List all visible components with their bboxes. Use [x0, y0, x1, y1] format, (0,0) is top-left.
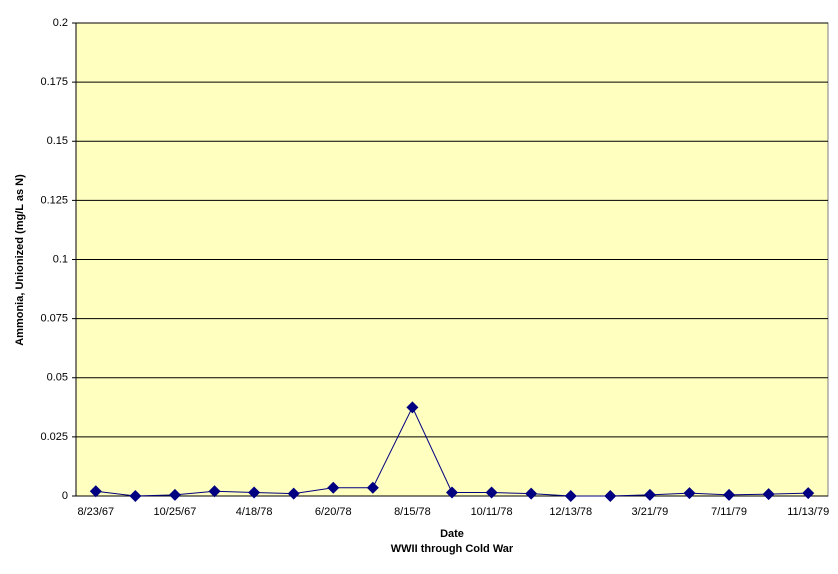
y-tick-label: 0 — [62, 490, 68, 502]
y-tick-label: 0.2 — [53, 17, 68, 29]
y-tick-label: 0.05 — [47, 372, 68, 384]
y-tick-label: 0.025 — [40, 431, 68, 443]
x-tick-label: 3/21/79 — [632, 506, 669, 518]
marker — [208, 485, 221, 498]
marker — [683, 487, 696, 500]
x-tick-label: 7/11/79 — [711, 506, 747, 518]
x-tick-label: 12/13/78 — [549, 506, 592, 518]
marker — [406, 401, 419, 414]
marker — [287, 487, 300, 500]
y-tick-label: 0.075 — [40, 313, 68, 325]
y-tick-label: 0.1 — [53, 253, 68, 265]
marker — [525, 487, 538, 500]
marker — [366, 481, 379, 494]
x-tick-label: 11/13/79 — [787, 506, 829, 518]
marker — [248, 486, 261, 499]
marker — [802, 487, 815, 500]
y-axis-title: Ammonia, Unionized (mg/L as N) — [14, 174, 26, 346]
subtitle: WWII through Cold War — [391, 543, 514, 555]
x-tick-label: 4/18/78 — [236, 506, 273, 518]
marker — [168, 488, 181, 501]
marker — [564, 490, 577, 502]
x-tick-label: 10/25/67 — [154, 506, 197, 518]
marker — [446, 486, 458, 499]
marker — [604, 490, 617, 502]
x-axis-title: Date — [440, 528, 464, 540]
x-tick-label: 8/15/78 — [394, 506, 431, 518]
marker — [723, 488, 736, 501]
x-tick-label: 8/23/67 — [77, 506, 114, 518]
marker — [643, 488, 656, 501]
x-tick-label: 10/11/78 — [471, 506, 513, 518]
marker — [89, 485, 102, 498]
x-tick-label: 6/20/78 — [315, 506, 352, 518]
y-tick-label: 0.175 — [40, 76, 68, 88]
y-tick-label: 0.125 — [40, 194, 68, 206]
marker — [485, 486, 498, 499]
marker — [129, 490, 142, 502]
marker — [327, 481, 340, 494]
y-tick-label: 0.15 — [47, 135, 68, 147]
marker — [762, 488, 775, 501]
